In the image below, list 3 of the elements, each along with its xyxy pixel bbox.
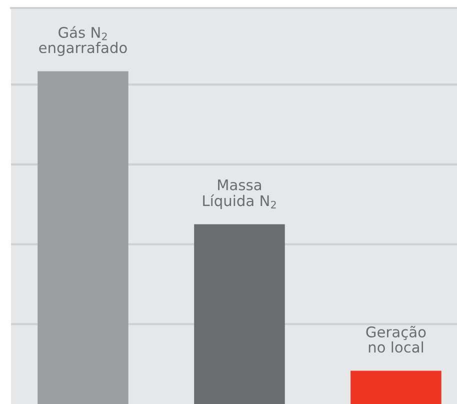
x-tick-label: Gás N$_{2}$ engarrafado [39,26,127,56]
x-tick-label: Massa Líquida N$_{2}$ [203,180,276,210]
x-tick-label: Geração no local [366,326,426,353]
